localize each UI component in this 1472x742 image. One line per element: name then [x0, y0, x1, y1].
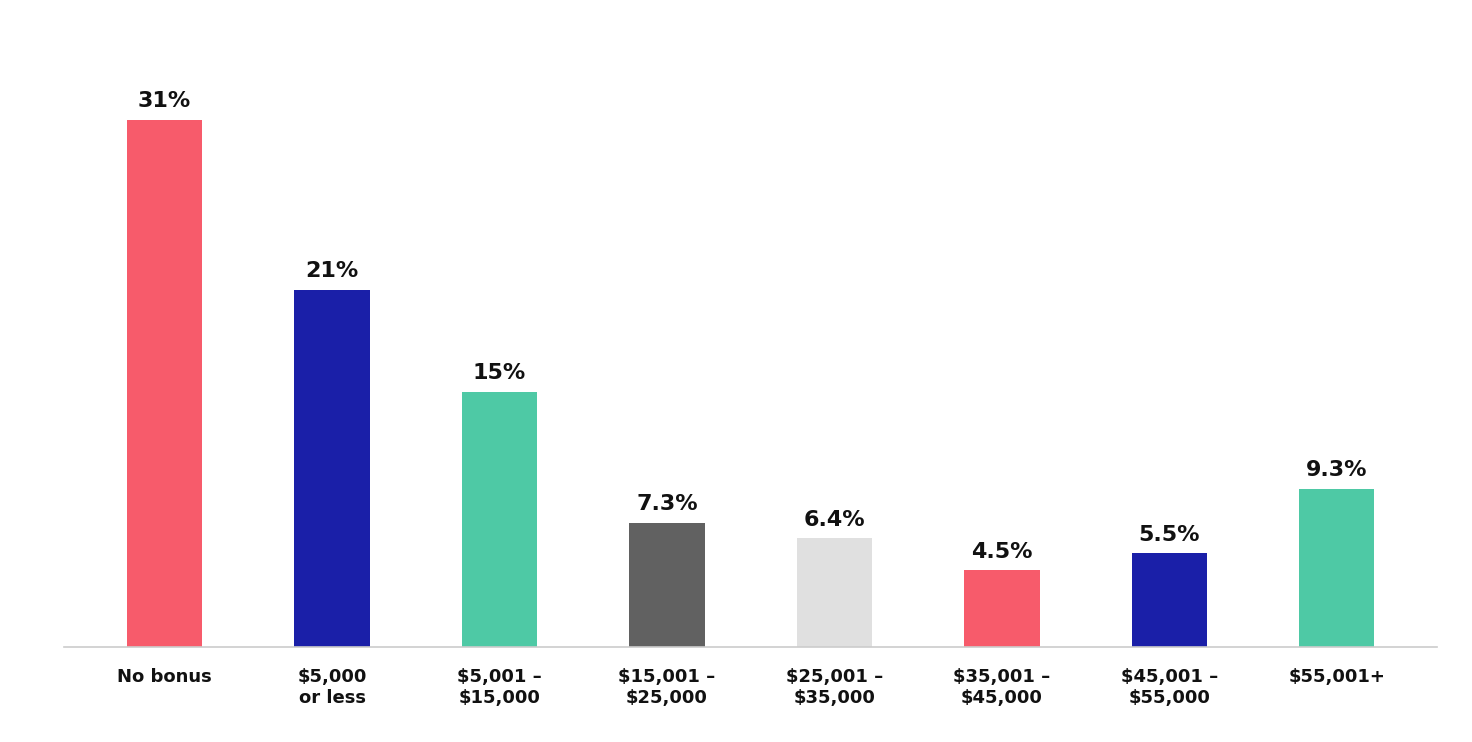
Text: 4.5%: 4.5%	[972, 542, 1033, 562]
Text: 21%: 21%	[306, 261, 359, 281]
Text: 31%: 31%	[138, 91, 191, 111]
Bar	[630, 523, 705, 647]
Text: 6.4%: 6.4%	[804, 510, 866, 530]
Bar	[462, 392, 537, 647]
Bar	[1132, 554, 1207, 647]
Bar	[1300, 489, 1375, 647]
Text: 7.3%: 7.3%	[636, 494, 698, 514]
Bar	[127, 119, 202, 647]
Text: 15%: 15%	[473, 364, 526, 384]
Bar	[796, 538, 871, 647]
Bar	[964, 571, 1039, 647]
Text: 5.5%: 5.5%	[1139, 525, 1200, 545]
Bar	[294, 290, 369, 647]
Text: 9.3%: 9.3%	[1306, 460, 1367, 480]
